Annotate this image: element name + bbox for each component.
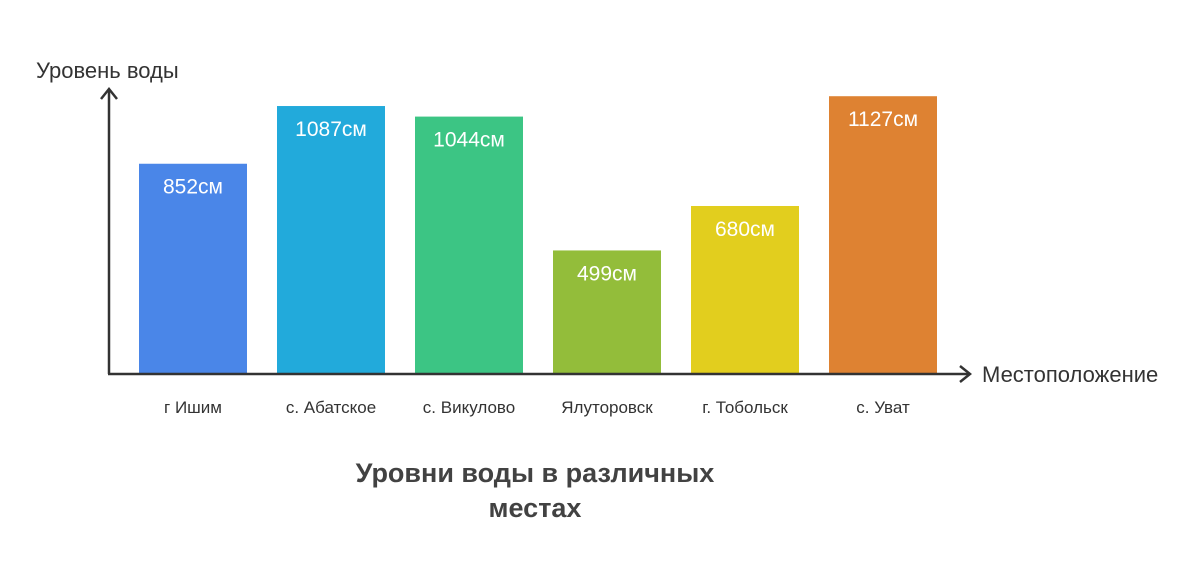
x-axis-label: Местоположение: [982, 362, 1158, 387]
value-labels-layer: 852см 1087см 1044см 499см 680см 1127см: [163, 108, 918, 285]
bar-value-label: 1044см: [433, 129, 505, 152]
y-axis-label: Уровень воды: [36, 58, 179, 83]
x-tick-label: с. Викулово: [423, 398, 515, 417]
x-tick-label: с. Уват: [856, 398, 910, 417]
bar-value-label: 1087см: [295, 118, 367, 141]
bar-value-label: 499см: [577, 262, 637, 285]
bar: [553, 250, 661, 373]
bar-value-label: 852см: [163, 176, 223, 199]
bar-value-label: 680см: [715, 218, 775, 241]
bar: [829, 96, 937, 373]
x-tick-label: Ялуторовск: [561, 398, 653, 417]
bars-layer: [139, 96, 937, 373]
x-tick-label: г Ишим: [164, 398, 222, 417]
x-axis-arrow-icon: [959, 365, 973, 383]
chart-title-line-2: местах: [489, 493, 582, 523]
bar: [139, 163, 247, 373]
tick-labels-layer: г Ишим с. Абатское с. Викулово Ялуторовск г.…: [164, 398, 910, 417]
bar-value-label: 1127см: [848, 108, 918, 131]
bar: [415, 116, 523, 373]
chart-title-line-1: Уровни воды в различных: [356, 458, 715, 488]
x-tick-label: с. Абатское: [286, 398, 376, 417]
bar: [277, 106, 385, 373]
bar: [691, 205, 799, 373]
x-tick-label: г. Тобольск: [702, 398, 788, 417]
y-axis-arrow-icon: [100, 86, 118, 100]
